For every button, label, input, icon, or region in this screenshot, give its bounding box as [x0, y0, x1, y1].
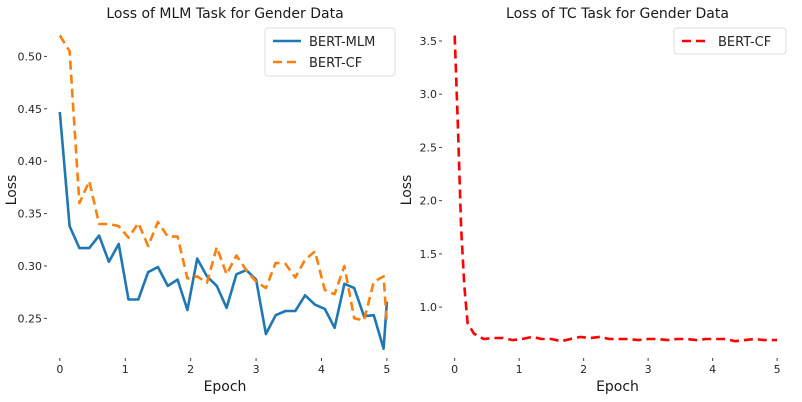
- x-tick-label: 3: [645, 363, 652, 376]
- chart-title: Loss of TC Task for Gender Data: [506, 6, 729, 22]
- series-line-bert-cf: [58, 34, 389, 324]
- legend-label: BERT-MLM: [309, 35, 375, 50]
- legend-box: [673, 27, 787, 55]
- x-tick-label: 1: [122, 363, 129, 376]
- chart-panel-2: Loss of TC Task for Gender Data Epoch Loss…: [399, 6, 787, 395]
- y-axis-label: Loss: [399, 175, 415, 206]
- y-axis-label: Loss: [4, 175, 20, 206]
- series-line-bert-cf: [453, 35, 778, 343]
- legend-label: BERT-CF: [718, 35, 771, 50]
- x-tick-label: 3: [253, 363, 260, 376]
- x-axis-label: Epoch: [204, 379, 247, 395]
- legend-label: BERT-CF: [309, 56, 362, 71]
- y-tick-label: 0.35: [18, 208, 43, 221]
- x-axis-label: Epoch: [596, 379, 639, 395]
- x-tick-label: 2: [187, 363, 194, 376]
- y-tick-label: 0.45: [18, 103, 43, 116]
- y-tick-label: 1.5: [420, 248, 438, 261]
- y-tick-label: 0.40: [18, 155, 43, 168]
- x-tick-label: 2: [580, 363, 587, 376]
- y-tick-label: 0.50: [18, 50, 43, 63]
- chart-panel-1: Loss of MLM Task for Gender Data Epoch Los…: [4, 6, 396, 395]
- y-tick-label: 3.5: [420, 35, 438, 48]
- series-line-bert-mlm: [58, 111, 389, 351]
- x-tick-label: 0: [56, 363, 63, 376]
- y-tick-label: 3.0: [420, 88, 438, 101]
- x-tick-label: 4: [318, 363, 325, 376]
- x-tick-label: 5: [383, 363, 390, 376]
- y-tick-label: 0.30: [18, 260, 43, 273]
- y-tick-label: 0.25: [18, 312, 43, 325]
- y-tick-label: 1.0: [420, 301, 438, 314]
- x-tick-label: 0: [451, 363, 458, 376]
- y-tick-label: 2.5: [420, 141, 438, 154]
- y-tick-label: 2.0: [420, 195, 438, 208]
- chart-title: Loss of MLM Task for Gender Data: [106, 6, 343, 22]
- x-tick-label: 1: [516, 363, 523, 376]
- x-tick-label: 4: [709, 363, 716, 376]
- x-tick-label: 5: [774, 363, 781, 376]
